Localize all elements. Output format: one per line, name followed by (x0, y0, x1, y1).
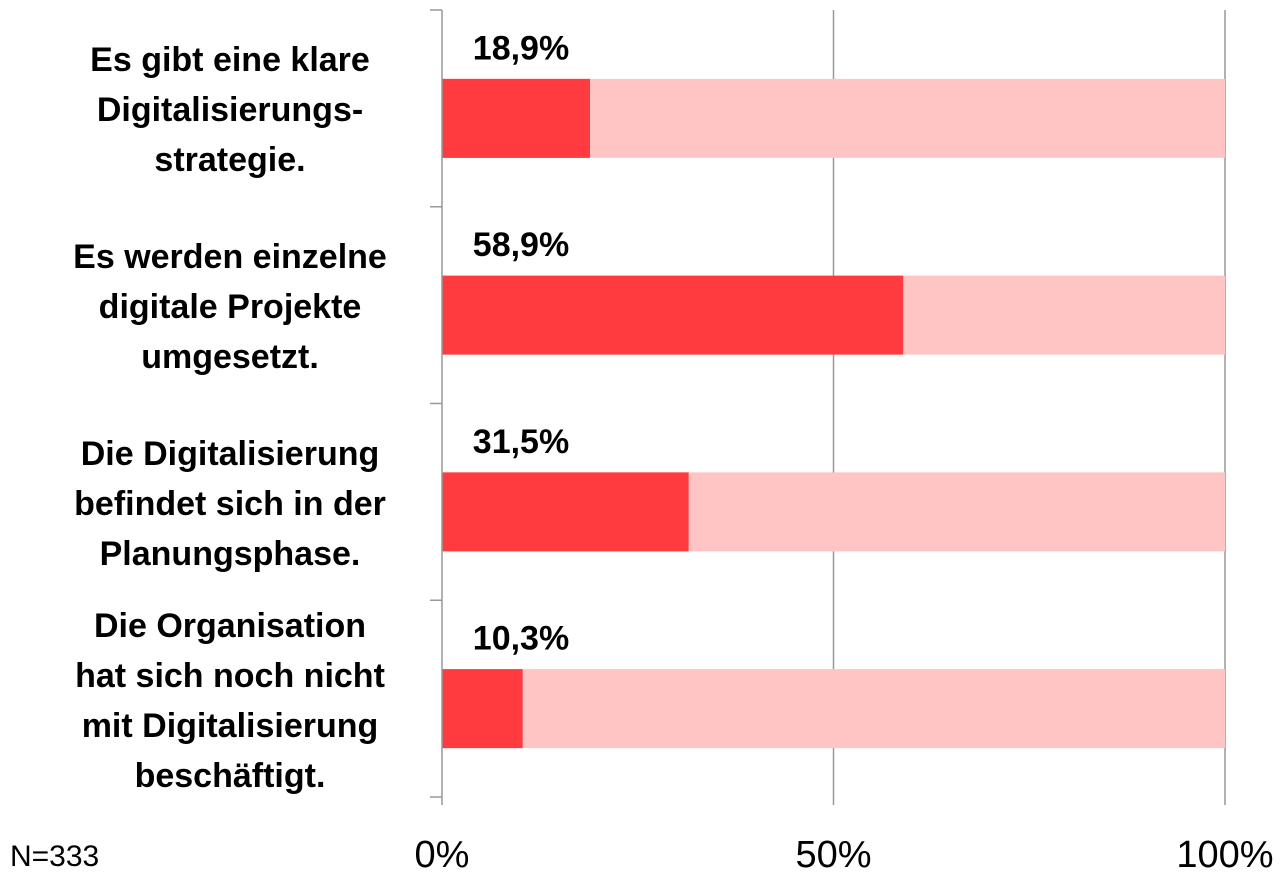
category-label: Die Organisation hat sich noch nicht mit… (75, 606, 385, 795)
bar (442, 472, 689, 552)
bar-background (442, 669, 1225, 749)
data-label: 31,5% (473, 423, 569, 461)
x-tick-label: 0% (415, 834, 470, 875)
x-tick-label: 100% (1176, 834, 1273, 875)
category-label: Es werden einzelne digitale Projekte umg… (73, 238, 387, 377)
bar (442, 275, 904, 355)
bar (442, 78, 590, 158)
data-label: 18,9% (473, 29, 569, 67)
bar (442, 669, 523, 749)
note: N=333 (10, 840, 99, 873)
category-label: Die Digitalisierung befindet sich in der… (74, 434, 386, 573)
category-label: Es gibt eine klare Digitalisierungs- str… (90, 41, 370, 180)
data-label: 10,3% (473, 620, 569, 658)
x-tick-label: 50% (795, 834, 871, 875)
data-label: 58,9% (473, 226, 569, 264)
